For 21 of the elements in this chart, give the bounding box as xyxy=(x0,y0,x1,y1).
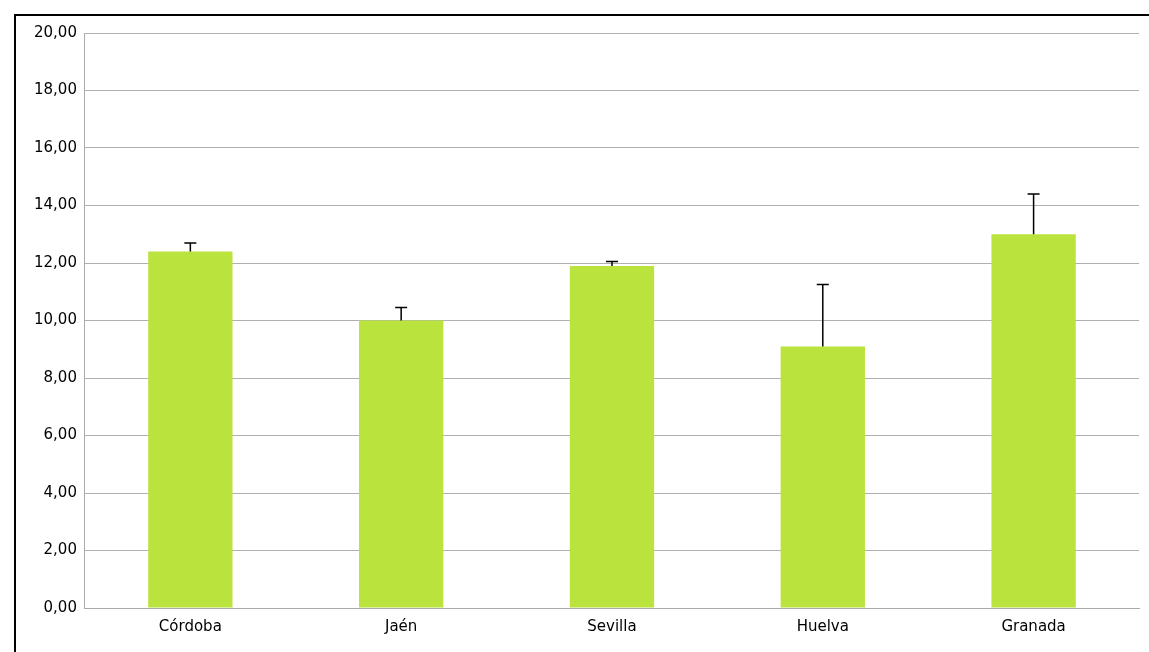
y-tick-label: 2,00 xyxy=(43,540,77,559)
y-tick-label: 0,00 xyxy=(43,597,77,616)
y-tick-label: 18,00 xyxy=(33,80,77,99)
y-tick-label: 10,00 xyxy=(33,310,77,329)
x-tick-label: Huelva xyxy=(796,616,849,635)
y-tick-label: 16,00 xyxy=(33,137,77,156)
x-tick-label: Sevilla xyxy=(587,616,637,635)
y-tick-label: 8,00 xyxy=(43,367,77,386)
y-tick-label: 6,00 xyxy=(43,425,77,444)
y-tick-label: 14,00 xyxy=(33,195,77,214)
y-tick-label: 4,00 xyxy=(43,482,77,501)
bar xyxy=(359,320,444,608)
y-tick-label: 12,00 xyxy=(33,252,77,271)
x-tick-label: Granada xyxy=(1001,616,1066,635)
bar xyxy=(148,251,233,608)
x-tick-label: Córdoba xyxy=(158,616,222,635)
x-tick-label: Jaén xyxy=(383,616,418,635)
bar xyxy=(569,265,655,608)
bar xyxy=(991,234,1076,608)
bar xyxy=(780,346,865,608)
y-tick-label: 20,00 xyxy=(33,22,77,41)
